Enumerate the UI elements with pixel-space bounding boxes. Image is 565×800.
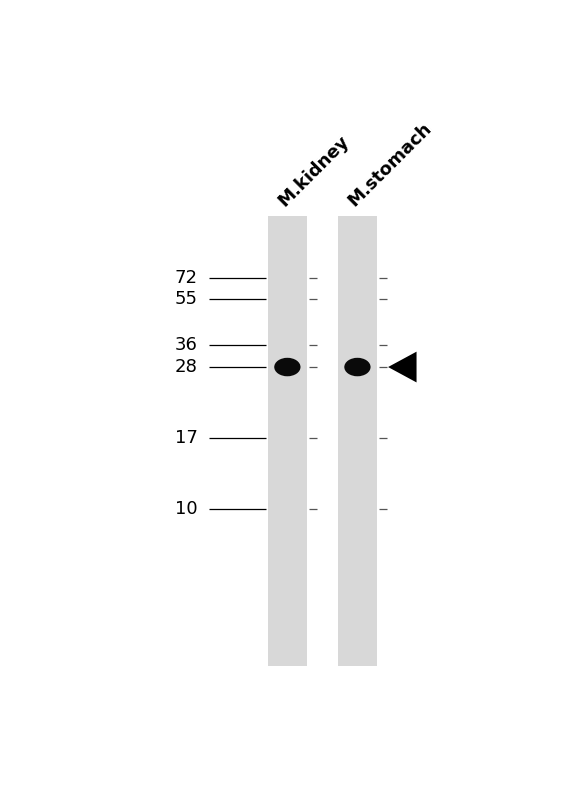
Text: M.kidney: M.kidney (275, 132, 353, 210)
Polygon shape (388, 352, 416, 382)
Ellipse shape (344, 358, 371, 376)
Text: M.stomach: M.stomach (345, 119, 436, 210)
Text: 55: 55 (175, 290, 198, 308)
Bar (268, 216, 307, 666)
Text: 36: 36 (175, 337, 198, 354)
Text: 17: 17 (175, 429, 198, 447)
Text: 28: 28 (175, 358, 198, 376)
Ellipse shape (274, 358, 301, 376)
Text: 10: 10 (175, 500, 198, 518)
Bar (338, 216, 377, 666)
Text: 72: 72 (175, 269, 198, 286)
